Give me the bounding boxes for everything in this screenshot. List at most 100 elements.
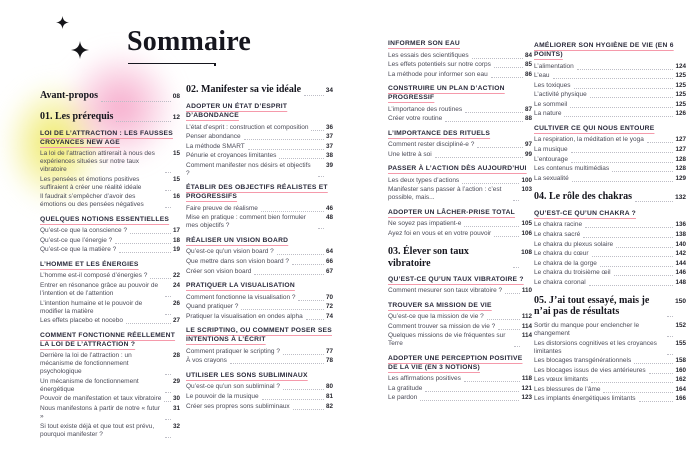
toc-entry-page: 29 (172, 377, 180, 385)
toc-entry: Le pardon 123 (388, 394, 532, 402)
toc-entry: Comment trouver sa mission de vie ? 114 (388, 323, 532, 331)
leader-dots (513, 200, 520, 202)
leader-dots (585, 227, 674, 229)
toc-entry: Les deux types d’actions 100 (388, 177, 532, 185)
toc-entry-label: Derrière la loi de l’attraction : un méc… (40, 352, 132, 376)
toc-entry-label: Le chakra du cœur (534, 250, 589, 258)
toc-entry-label: Le chakra du troisième œil (534, 269, 611, 277)
toc-section-heading: ADOPTER UN LÂCHER-PRISE TOTAL (388, 208, 516, 216)
toc-entry-label: Comment rester discipliné-e ? (388, 141, 475, 149)
toc-entry-page: 80 (325, 383, 333, 391)
toc-entry-label: Les deux types d’actions (388, 176, 460, 184)
toc-entry-page: 15 (172, 150, 180, 157)
toc-entry-page: 114 (521, 322, 532, 330)
toc-entry-page: 72 (325, 303, 333, 311)
toc-entry-label: Créer votre routine (388, 115, 443, 123)
toc-entry: Les blocages issus de vies antérieures 16… (534, 367, 686, 375)
leader-dots (445, 121, 523, 123)
toc-entry-page: 144 (675, 259, 686, 267)
toc-entry-page: 27 (172, 317, 180, 325)
leader-dots (116, 121, 171, 122)
toc-entry-label: L’homme est-il composé d’énergies ? (40, 272, 148, 280)
leader-dots (667, 335, 674, 337)
toc-entry-label: Le chakra de la gorge (534, 259, 597, 267)
toc-entry-page: 85 (524, 61, 532, 69)
toc-section-heading: INFORMER SON EAU (388, 40, 460, 47)
toc-chapter-page: 08 (172, 93, 180, 100)
toc-entry-label: Le chakra du plexus solaire (534, 240, 614, 248)
toc-entry-label: La méthode SMART (186, 142, 245, 150)
toc-entry: Les toxiques 125 (534, 82, 686, 90)
toc-entry-page: 81 (325, 393, 333, 401)
leader-dots (667, 353, 674, 355)
leader-dots (505, 293, 520, 295)
leader-dots (229, 363, 324, 365)
toc-entry-page: 84 (524, 51, 532, 59)
page-title: Sommaire (127, 26, 251, 57)
toc-section-heading: LOI DE L’ATTRACTION : LES FAUSSES CROYAN… (40, 129, 173, 146)
toc-entry-label: Les affirmations positives (388, 375, 461, 383)
toc-entry-page: 126 (675, 110, 686, 118)
leader-dots (599, 265, 674, 267)
leader-dots (498, 328, 520, 330)
toc-entry-label: La méthode pour informer son eau (388, 70, 488, 78)
toc-section-heading: COMMENT FONCTIONNE RÉELLEMENT LA LOI DE … (40, 331, 176, 348)
leader-dots (164, 172, 171, 173)
leader-dots (126, 323, 171, 325)
toc-chapter-page: 34 (325, 87, 333, 94)
toc-entry-label: Qu’est-ce que la matière ? (40, 246, 117, 254)
toc-entry: L’état d’esprit : construction et compos… (186, 124, 333, 132)
toc-entry-label: Quelques missions de vie fréquentes sur … (388, 332, 506, 348)
leader-dots (591, 382, 674, 384)
toc-entry-page: 28 (172, 352, 180, 360)
toc-entry: L’eau 125 (534, 72, 686, 80)
toc-entry-page: 125 (675, 72, 686, 80)
toc-chapter: 05. J’ai tout essayé, mais je n’ai pas d… (534, 295, 686, 318)
toc-entry: Les distorsions cognitives et les croyan… (534, 340, 686, 356)
toc-entry: La gratitude 121 (388, 385, 532, 393)
leader-dots (317, 228, 324, 230)
toc-section-heading: AMÉLIORER SON HYGIÈNE DE VIE (EN 6 POINT… (534, 42, 674, 58)
toc-entry-label: Les blocages issus de vies antérieures (534, 366, 646, 374)
toc-entry-page: 97 (524, 141, 532, 149)
leader-dots (164, 418, 171, 420)
leader-dots (612, 171, 674, 173)
toc-entry-label: Pouvoir de manifestation et taux vibrato… (40, 395, 162, 403)
gradient-blob (0, 25, 200, 230)
leader-dots (247, 148, 324, 150)
toc-entry-label: Comment trouver sa mission de vie ? (388, 322, 496, 330)
toc-section-heading: PRATIQUER LA VISUALISATION (186, 282, 295, 290)
toc-chapter: 03. Élever son taux vibratoire 108 (388, 246, 532, 269)
leader-dots (164, 391, 171, 393)
toc-entry-label: Le sommeil (534, 100, 568, 108)
toc-entry-page: 46 (325, 204, 333, 212)
toc-entry-label: Nous manifestons à partir de notre « fut… (40, 404, 160, 420)
toc-chapter-label: Avant-propos (40, 90, 98, 101)
leader-dots (490, 76, 523, 78)
toc-entry-label: Comment fonctionne la visualisation ? (186, 293, 296, 301)
toc-entry: Les contenus multimédias 128 (534, 165, 686, 173)
toc-entry-page: 18 (172, 236, 180, 244)
toc-section-heading: L’HOMME ET LES ÉNERGIES (40, 260, 139, 268)
toc-entry: Le chakra du plexus solaire 140 (534, 241, 686, 249)
leader-dots (164, 374, 171, 376)
toc-chapter: 01. Les prérequis 12 (40, 111, 180, 124)
leader-dots (304, 94, 324, 96)
toc-entry: Qu’est-ce que la mission de vie ? 112 (388, 313, 532, 321)
toc-entry-page: 118 (521, 375, 532, 383)
leader-dots (130, 233, 171, 235)
leader-dots (311, 129, 324, 131)
toc-entry-page: 37 (325, 142, 333, 150)
toc-entry: Quelques missions de vie fréquentes sur … (388, 332, 532, 348)
toc-entry: Comment fonctionne la visualisation ? 70 (186, 294, 333, 302)
toc-section-heading: TROUVER SA MISSION DE VIE (388, 301, 492, 309)
toc-entry-label: Que mettre dans son vision board ? (186, 258, 289, 266)
toc-entry: La méthode SMART 37 (186, 143, 333, 151)
toc-entry-label: L’entourage (534, 155, 568, 163)
toc-entry-page: 162 (675, 376, 686, 384)
toc-column-1: Avant-propos 08 01. Les prérequis 12 LOI DE … (40, 90, 180, 440)
toc-entry-page: 26 (172, 299, 180, 307)
toc-entry: Le chakra du troisième œil 146 (534, 269, 686, 277)
toc-entry-page: 64 (325, 248, 333, 256)
leader-dots (603, 391, 674, 393)
